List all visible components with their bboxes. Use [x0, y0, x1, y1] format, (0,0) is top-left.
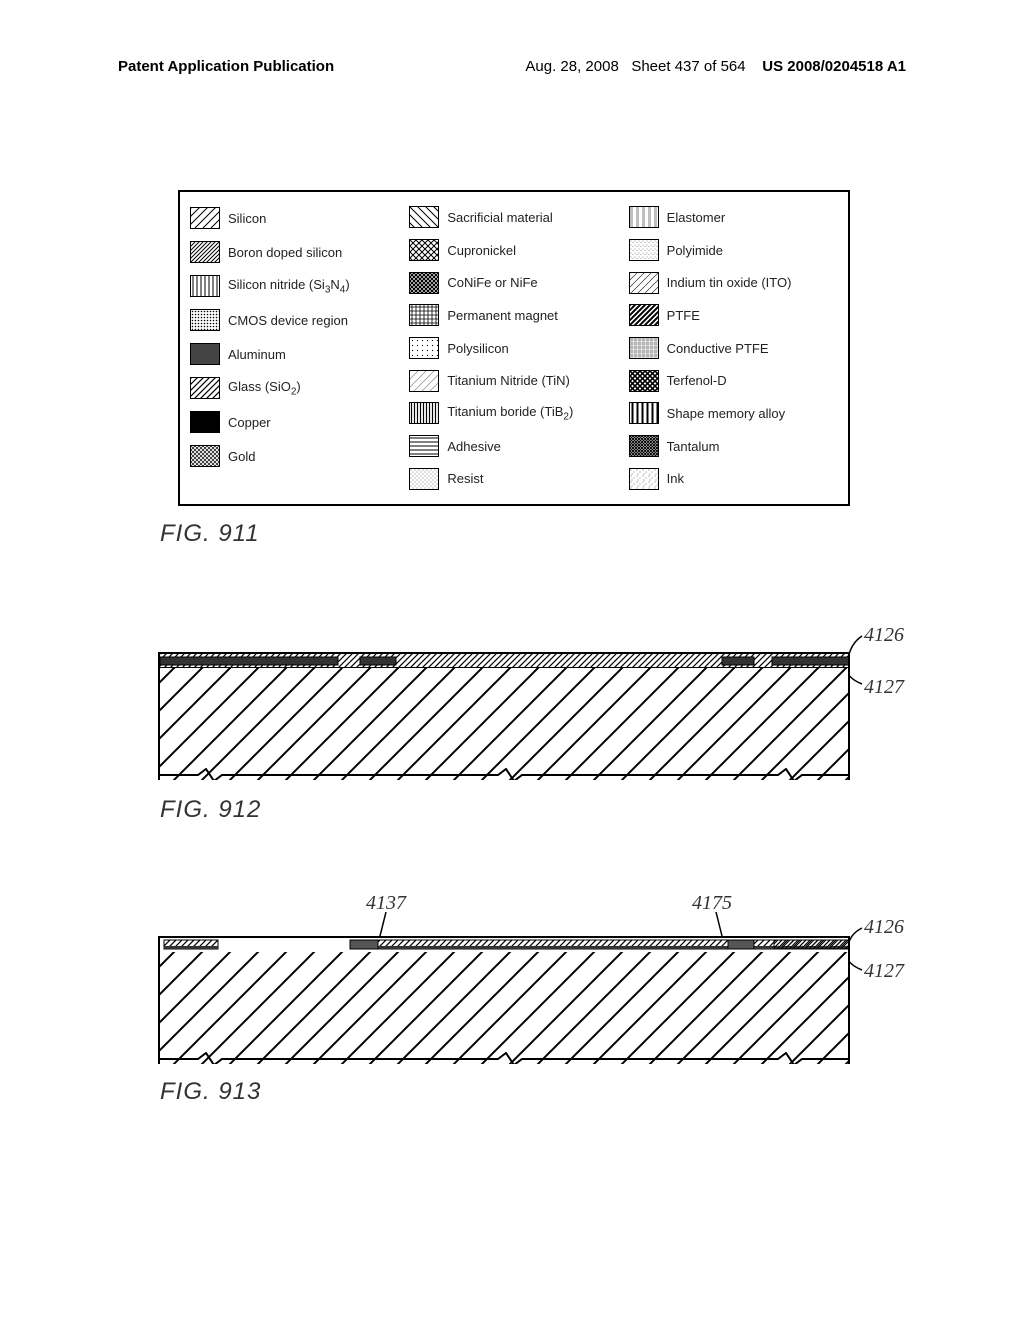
legend-item: Copper: [190, 408, 399, 436]
legend-label: Permanent magnet: [447, 308, 558, 323]
legend-swatch: [409, 402, 439, 424]
legend-swatch: [190, 275, 220, 297]
legend-label: Gold: [228, 449, 255, 464]
legend-col-3: Elastomer Polyimide Indium tin oxide (ITO)…: [629, 204, 838, 492]
legend-label: Silicon: [228, 211, 266, 226]
legend-swatch: [629, 468, 659, 490]
legend-label: CMOS device region: [228, 313, 348, 328]
legend-swatch: [409, 206, 439, 228]
legend-swatch: [629, 206, 659, 228]
legend-item: Silicon nitride (Si3N4): [190, 272, 399, 300]
legend-swatch: [629, 239, 659, 261]
legend-item: Ink: [629, 465, 838, 492]
legend-item: Resist: [409, 465, 618, 492]
legend-label: Polysilicon: [447, 341, 508, 356]
legend-label: Copper: [228, 415, 271, 430]
legend-swatch: [629, 402, 659, 424]
legend-swatch: [409, 337, 439, 359]
legend-item: CoNiFe or NiFe: [409, 269, 618, 296]
legend-swatch: [409, 468, 439, 490]
fig-912-section: [158, 652, 850, 780]
legend-box: Silicon Boron doped silicon Silicon nitrid…: [178, 190, 850, 506]
legend-item: Polysilicon: [409, 335, 618, 362]
header-date: Aug. 28, 2008: [525, 58, 618, 75]
legend-item: Adhesive: [409, 433, 618, 460]
legend-label: Cupronickel: [447, 243, 516, 258]
legend-label: Polyimide: [667, 243, 723, 258]
fig-913-section: [158, 936, 850, 1064]
legend-label: Silicon nitride (Si3N4): [228, 277, 350, 296]
page-header: Patent Application Publication Aug. 28, …: [0, 58, 1024, 75]
legend-item: Boron doped silicon: [190, 238, 399, 266]
header-left: Patent Application Publication: [118, 58, 334, 75]
fig-913-caption: FIG. 913: [160, 1078, 261, 1106]
legend-label: Ink: [667, 471, 684, 486]
legend-swatch: [629, 435, 659, 457]
legend-item: Indium tin oxide (ITO): [629, 269, 838, 296]
legend-swatch: [190, 377, 220, 399]
legend-label: Terfenol-D: [667, 373, 727, 388]
legend-label: Aluminum: [228, 347, 286, 362]
legend-swatch: [190, 241, 220, 263]
legend-item: Shape memory alloy: [629, 400, 838, 427]
legend-swatch: [629, 337, 659, 359]
legend-swatch: [190, 411, 220, 433]
fig-912-caption: FIG. 912: [160, 796, 261, 824]
legend-swatch: [190, 343, 220, 365]
legend-item: Permanent magnet: [409, 302, 618, 329]
legend-item: Elastomer: [629, 204, 838, 231]
legend-label: PTFE: [667, 308, 700, 323]
legend-label: Glass (SiO2): [228, 379, 301, 398]
legend-item: Aluminum: [190, 340, 399, 368]
legend-swatch: [190, 207, 220, 229]
legend-item: Conductive PTFE: [629, 335, 838, 362]
legend-label: Resist: [447, 471, 483, 486]
legend-swatch: [629, 370, 659, 392]
legend-item: Gold: [190, 442, 399, 470]
legend-swatch: [190, 309, 220, 331]
legend-label: Elastomer: [667, 210, 726, 225]
legend-item: Cupronickel: [409, 237, 618, 264]
legend-item: Sacrificial material: [409, 204, 618, 231]
legend-swatch: [409, 239, 439, 261]
legend-label: Shape memory alloy: [667, 406, 786, 421]
legend-label: Adhesive: [447, 439, 500, 454]
legend-item: Glass (SiO2): [190, 374, 399, 402]
legend-label: Conductive PTFE: [667, 341, 769, 356]
legend-label: Sacrificial material: [447, 210, 552, 225]
legend-swatch: [629, 272, 659, 294]
legend-label: Tantalum: [667, 439, 720, 454]
legend-item: Polyimide: [629, 237, 838, 264]
legend-item: PTFE: [629, 302, 838, 329]
legend-swatch: [409, 435, 439, 457]
legend-item: CMOS device region: [190, 306, 399, 334]
legend-label: Indium tin oxide (ITO): [667, 275, 792, 290]
legend-col-2: Sacrificial material Cupronickel CoNiFe or…: [409, 204, 618, 492]
header-pubno: US 2008/0204518 A1: [762, 58, 906, 75]
fig-913-ref-4126: 4126: [864, 916, 904, 939]
legend-swatch: [409, 370, 439, 392]
header-sheet: Sheet 437 of 564: [631, 58, 745, 75]
fig-912-ref-4126: 4126: [864, 624, 904, 647]
legend-item: Terfenol-D: [629, 367, 838, 394]
legend-swatch: [629, 304, 659, 326]
legend-label: Titanium boride (TiB2): [447, 404, 573, 423]
legend-item: Titanium boride (TiB2): [409, 400, 618, 427]
header-right: Aug. 28, 2008 Sheet 437 of 564 US 2008/0…: [525, 58, 906, 75]
legend-label: Boron doped silicon: [228, 245, 342, 260]
fig-913-ref-4127: 4127: [864, 960, 904, 983]
legend-label: Titanium Nitride (TiN): [447, 373, 570, 388]
legend-swatch: [190, 445, 220, 467]
legend-item: Titanium Nitride (TiN): [409, 367, 618, 394]
legend-label: CoNiFe or NiFe: [447, 275, 537, 290]
legend-swatch: [409, 304, 439, 326]
fig-912-ref-4127: 4127: [864, 676, 904, 699]
legend-swatch: [409, 272, 439, 294]
fig-911-caption: FIG. 911: [160, 520, 260, 548]
legend-item: Silicon: [190, 204, 399, 232]
legend-item: Tantalum: [629, 433, 838, 460]
legend-col-1: Silicon Boron doped silicon Silicon nitrid…: [190, 204, 399, 492]
